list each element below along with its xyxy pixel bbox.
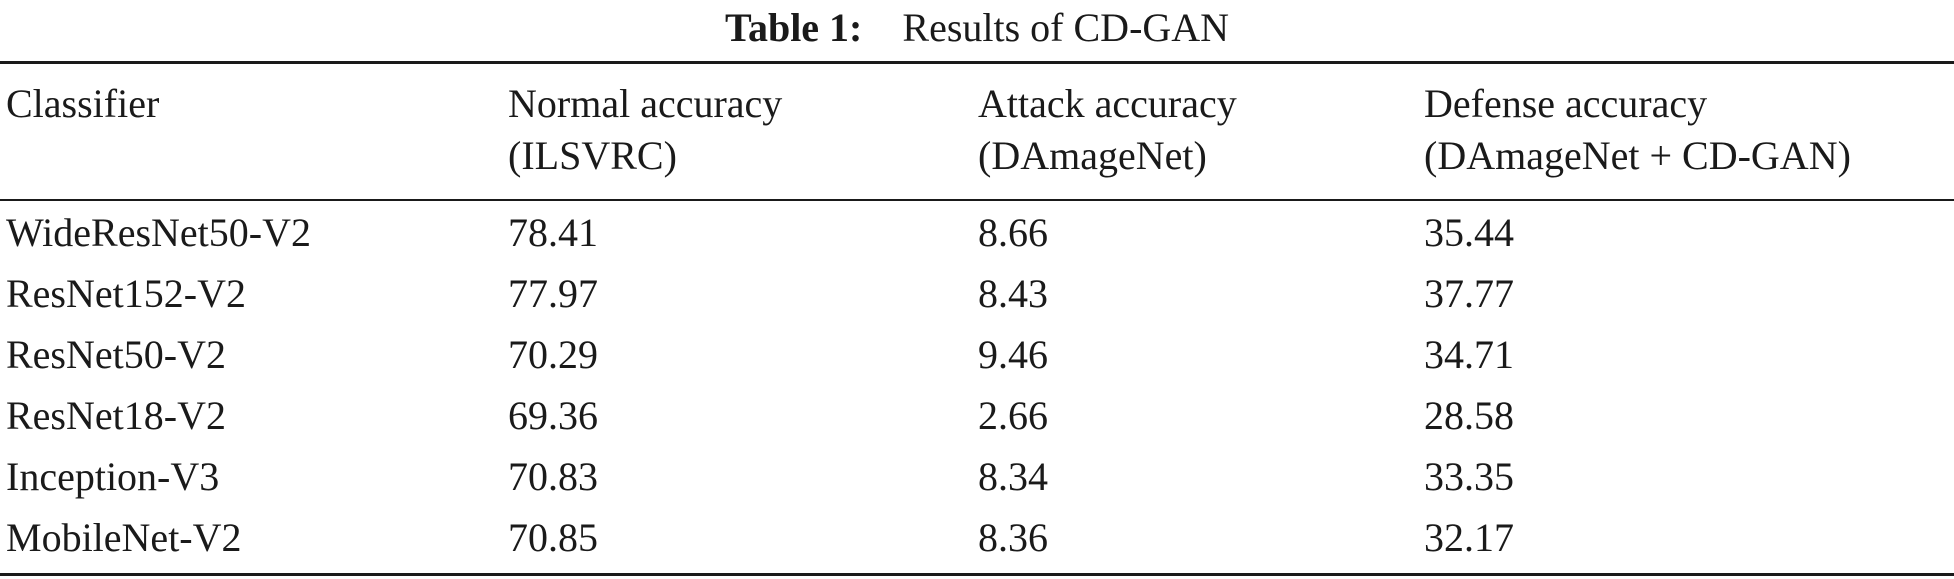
header-defense-accuracy-sub: (DAmageNet + CD-GAN): [1424, 133, 1851, 178]
header-attack-accuracy: Attack accuracy: [978, 81, 1237, 126]
cell-defense-accuracy: 35.44: [1424, 210, 1514, 255]
header-normal-accuracy: Normal accuracy: [508, 81, 783, 126]
table-caption-text: Results of CD-GAN: [902, 5, 1230, 50]
cell-classifier: ResNet152-V2: [6, 271, 246, 316]
cell-normal-accuracy: 69.36: [508, 393, 598, 438]
table-caption-label: Table 1:: [724, 5, 863, 50]
table-top-rule: [0, 61, 1954, 64]
cell-defense-accuracy: 33.35: [1424, 454, 1514, 499]
cell-attack-accuracy: 8.43: [978, 271, 1048, 316]
cell-normal-accuracy: 70.83: [508, 454, 598, 499]
cell-defense-accuracy: 34.71: [1424, 332, 1514, 377]
cell-classifier: WideResNet50-V2: [6, 210, 311, 255]
cell-classifier: Inception-V3: [6, 454, 220, 499]
header-classifier: Classifier: [6, 81, 160, 126]
cell-attack-accuracy: 9.46: [978, 332, 1048, 377]
table-header-rule: [0, 199, 1954, 201]
cell-normal-accuracy: 70.29: [508, 332, 598, 377]
header-attack-accuracy-sub: (DAmageNet): [978, 133, 1207, 178]
cell-attack-accuracy: 8.66: [978, 210, 1048, 255]
cell-defense-accuracy: 32.17: [1424, 515, 1514, 560]
cell-normal-accuracy: 78.41: [508, 210, 598, 255]
table-bottom-rule: [0, 573, 1954, 576]
cell-classifier: ResNet18-V2: [6, 393, 226, 438]
cell-defense-accuracy: 28.58: [1424, 393, 1514, 438]
cell-classifier: ResNet50-V2: [6, 332, 226, 377]
header-normal-accuracy-sub: (ILSVRC): [508, 133, 677, 178]
cell-attack-accuracy: 8.34: [978, 454, 1048, 499]
cell-normal-accuracy: 70.85: [508, 515, 598, 560]
cell-classifier: MobileNet-V2: [6, 515, 242, 560]
cell-defense-accuracy: 37.77: [1424, 271, 1514, 316]
table-caption: Table 1: Results of CD-GAN: [0, 0, 1954, 56]
cell-normal-accuracy: 77.97: [508, 271, 598, 316]
cell-attack-accuracy: 2.66: [978, 393, 1048, 438]
header-defense-accuracy: Defense accuracy: [1424, 81, 1708, 126]
cell-attack-accuracy: 8.36: [978, 515, 1048, 560]
